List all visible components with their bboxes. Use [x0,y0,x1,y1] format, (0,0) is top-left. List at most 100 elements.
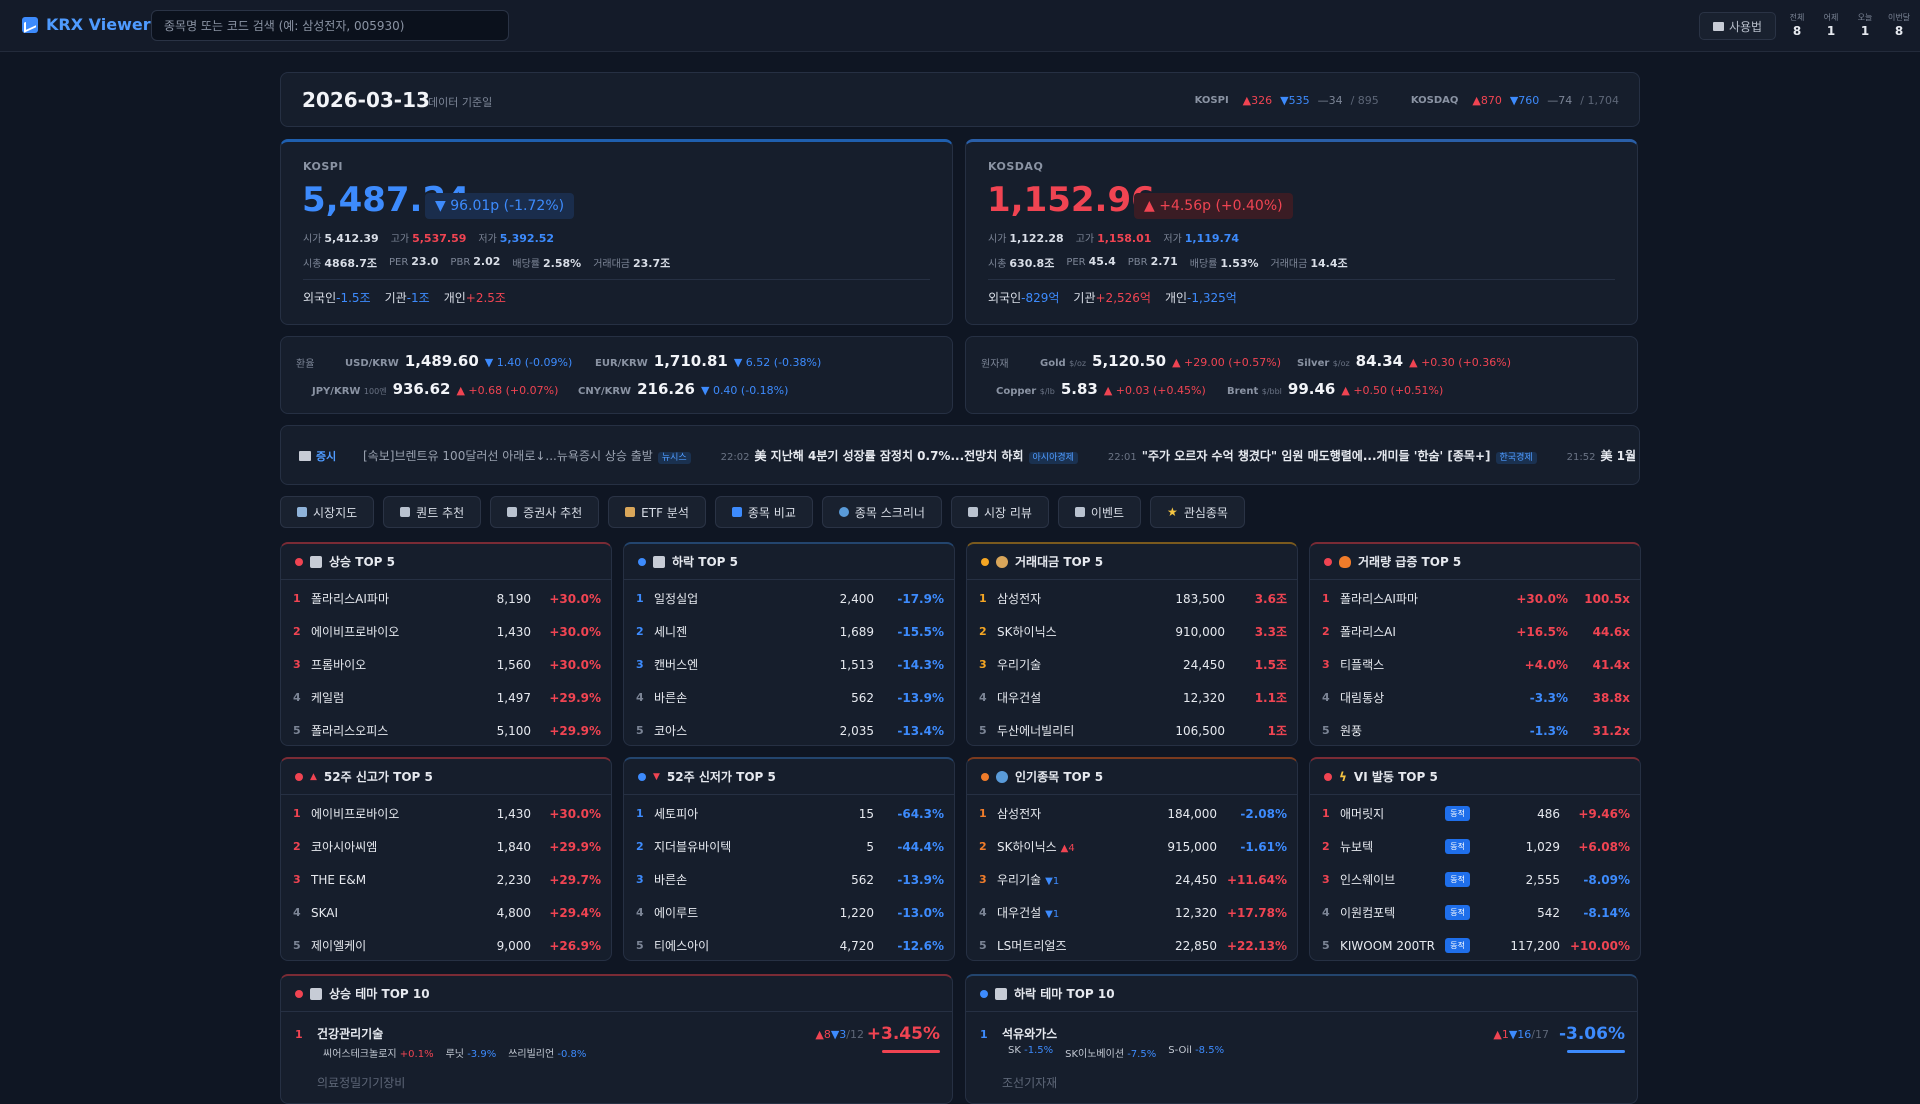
list-item[interactable]: 3 바른손 562 -13.9% [624,863,954,896]
theme-stock[interactable]: SK -1.5% [1008,1045,1053,1060]
list-item[interactable]: 3 티플랙스 +4.0% 41.4x [1310,648,1640,681]
list-item[interactable]: 3 인스웨이브 동적 2,555 -8.09% [1310,863,1640,896]
box-icon [625,507,636,517]
commodity-gold[interactable]: Gold $/oz 5,120.50 ▲ +29.00 (+0.57%) [1040,352,1281,370]
change-pct: -1.61% [1240,839,1287,854]
list-item[interactable]: 5 코아스 2,035 -13.4% [624,714,954,745]
list-item[interactable]: 1 일정실업 2,400 -17.9% [624,582,954,615]
theme-stock[interactable]: 루닛 -3.9% [446,1045,497,1060]
stock-name: 일정실업 [654,590,794,607]
list-item[interactable]: 1 세토피아 15 -64.3% [624,797,954,830]
change-pct: +29.7% [549,872,601,887]
nav-quant[interactable]: 퀀트 추천 [383,496,482,528]
list-item[interactable]: 4 대림통상 -3.3% 38.8x [1310,681,1640,714]
news-tag-label: 증시 [316,450,337,463]
chart-down-icon [995,987,1007,1000]
list-item[interactable]: 4 에이루트 1,220 -13.0% [624,896,954,929]
search-input[interactable] [151,10,509,41]
theme-stock[interactable]: S-Oil -8.5% [1168,1045,1224,1060]
list-item[interactable]: 3 우리기술 24,450 1.5조 [967,648,1297,681]
stock-name: 우리기술 [997,656,1145,673]
list-item[interactable]: 4 케일럼 1,497 +29.9% [281,681,611,714]
list-item[interactable]: 4 바른손 562 -13.9% [624,681,954,714]
list-item[interactable]: 5 LS머트리얼즈 22,850 +22.13% [967,929,1297,960]
nav-compare[interactable]: 종목 비교 [714,496,813,528]
app-logo[interactable]: KRX Viewer [22,15,151,34]
theme-row[interactable]: 1 건강관리기술 씨어스테크놀로지 +0.1% 루닛 -3.9% 쓰리빌리언 -… [281,1012,952,1090]
list-item[interactable]: 5 제이엘케이 9,000 +26.9% [281,929,611,960]
list-item[interactable]: 2 에이비프로바이오 1,430 +30.0% [281,615,611,648]
low-value: 1,119.74 [1184,232,1240,245]
data-date: 2026-03-13 [302,88,430,112]
kosdaq-card[interactable]: KOSDAQ 1,152.96 ▲ +4.56p (+0.40%) 시가 1,12… [965,139,1638,325]
nav-watchlist[interactable]: ★ 관심종목 [1150,496,1245,528]
list-item[interactable]: 2 폴라리스AI +16.5% 44.6x [1310,615,1640,648]
panel-title: 인기종목 TOP 5 [1015,770,1104,784]
theme-stock[interactable]: SK이노베이션 -7.5% [1065,1045,1156,1060]
nav-review[interactable]: 시장 리뷰 [950,496,1049,528]
list-item[interactable]: 4 이원컴포텍 동적 542 -8.14% [1310,896,1640,929]
stock-name-text: LS머트리얼즈 [997,939,1067,953]
nav-label: 이벤트 [1090,505,1125,520]
list-item[interactable]: 1 에이비프로바이오 1,430 +30.0% [281,797,611,830]
list-item[interactable]: 2 뉴보텍 동적 1,029 +6.08% [1310,830,1640,863]
theme-row[interactable]: 1 석유와가스 SK -1.5% SK이노베이션 -7.5% S-Oil -8.… [966,1012,1637,1090]
kospi-card[interactable]: KOSPI 5,487.24 ▼ 96.01p (-1.72%) 시가 5,412… [280,139,953,325]
list-item[interactable]: 3 캔버스엔 1,513 -14.3% [624,648,954,681]
nav-etf[interactable]: ETF 분석 [608,496,706,528]
nav-events[interactable]: 이벤트 [1057,496,1142,528]
list-item[interactable]: 3 우리기술 ▼1 24,450 +11.64% [967,863,1297,896]
list-item[interactable]: 5 KIWOOM 200TR 동적 117,200 +10.00% [1310,929,1640,960]
list-item[interactable]: 2 코아시아씨엠 1,840 +29.9% [281,830,611,863]
list-item[interactable]: 1 애머릿지 동적 486 +9.46% [1310,797,1640,830]
nav-market-map[interactable]: 시장지도 [280,496,375,528]
list-item[interactable]: 4 대우건설 ▼1 12,320 +17.78% [967,896,1297,929]
list-item[interactable]: 1 삼성전자 183,500 3.6조 [967,582,1297,615]
list-item[interactable]: 2 지더블유바이텍 5 -44.4% [624,830,954,863]
item-rank: 2 [1322,840,1330,853]
fx-cny[interactable]: CNY/KRW 216.26 ▼ 0.40 (-0.18%) [578,380,788,398]
list-item[interactable]: 2 SK하이닉스 910,000 3.3조 [967,615,1297,648]
list-item[interactable]: 5 폴라리스오피스 5,100 +29.9% [281,714,611,745]
counter-total: 전체 8 [1786,12,1808,38]
nav-screener[interactable]: 종목 스크리너 [821,496,942,528]
fx-usd[interactable]: USD/KRW 1,489.60 ▼ 1.40 (-0.09%) [345,352,572,370]
list-item[interactable]: 5 티에스아이 4,720 -12.6% [624,929,954,960]
next-theme-name[interactable]: 조선기자재 [1002,1076,1058,1090]
list-item[interactable]: 1 폴라리스AI파마 +30.0% 100.5x [1310,582,1640,615]
theme-name: 석유와가스 [1002,1027,1058,1041]
stock-name-text: 뉴보텍 [1340,840,1374,854]
theme-stock[interactable]: 쓰리빌리언 -0.8% [508,1045,586,1060]
list-item[interactable]: 1 폴라리스AI파마 8,190 +30.0% [281,582,611,615]
help-button[interactable]: 사용법 [1699,12,1776,40]
list-item[interactable]: 2 SK하이닉스 ▲4 915,000 -1.61% [967,830,1297,863]
trading-amount: 3.3조 [1254,625,1287,639]
news-item[interactable]: 21:52 美 1월 PCE물가 전년 比 2. [1567,447,1639,464]
news-item[interactable]: 22:01 "주가 오르자 수억 챙겼다" 임원 매도행렬에...개미들 '한숨'… [1108,447,1537,464]
nav-broker[interactable]: 증권사 추천 [490,496,600,528]
theme-stock[interactable]: 씨어스테크놀로지 +0.1% [323,1045,434,1060]
commodity-copper[interactable]: Copper $/lb 5.83 ▲ +0.03 (+0.45%) [996,380,1206,398]
commodity-silver[interactable]: Silver $/oz 84.34 ▲ +0.30 (+0.36%) [1297,352,1511,370]
list-item[interactable]: 3 프롬바이오 1,560 +30.0% [281,648,611,681]
list-item[interactable]: 2 세니젠 1,689 -15.5% [624,615,954,648]
news-item[interactable]: 22:02 美 지난해 4분기 성장률 잠정치 0.7%...전망치 하회 아시아경… [721,447,1078,464]
fx-jpy[interactable]: JPY/KRW 100엔 936.62 ▲ +0.68 (+0.07%) [312,380,558,398]
list-item[interactable]: 4 대우건설 12,320 1.1조 [967,681,1297,714]
panel-header: 거래량 급증 TOP 5 [1310,544,1640,580]
news-tag[interactable]: 증시 [299,448,336,464]
commodity-name: Copper $/lb [996,386,1055,397]
list-item[interactable]: 4 SKAI 4,800 +29.4% [281,896,611,929]
news-item[interactable]: [속보]브렌트유 100달러선 아래로↓...뉴욕증시 상승 출발 뉴시스 [363,447,691,464]
list-item[interactable]: 1 삼성전자 184,000 -2.08% [967,797,1297,830]
fx-eur[interactable]: EUR/KRW 1,710.81 ▼ 6.52 (-0.38%) [595,352,821,370]
change-pct: +30.0% [1516,591,1568,606]
stock-price: 1,497 [496,690,531,705]
list-item[interactable]: 5 원풍 -1.3% 31.2x [1310,714,1640,745]
next-theme-name[interactable]: 의료정밀기기장비 [317,1076,406,1090]
item-rank: 1 [1322,807,1330,820]
commodity-brent[interactable]: Brent $/bbl 99.46 ▲ +0.50 (+0.51%) [1227,380,1443,398]
list-item[interactable]: 5 두산에너빌리티 106,500 1조 [967,714,1297,745]
list-item[interactable]: 3 THE E&M 2,230 +29.7% [281,863,611,896]
stock-name: 대우건설 ▼1 [997,904,1137,921]
